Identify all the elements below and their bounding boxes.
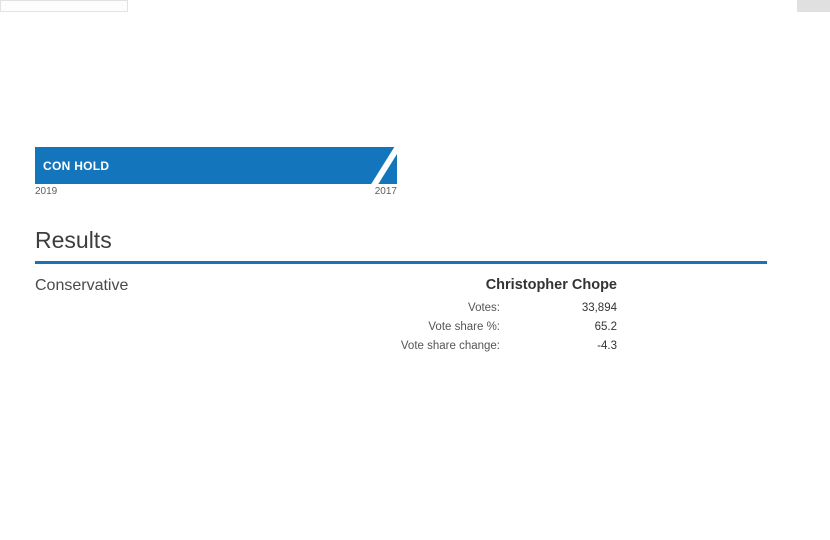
year-right-label: 2017 [374, 186, 397, 197]
results-divider-rule [35, 261, 767, 264]
votes-value: 33,894 [581, 302, 617, 314]
vote-share-value: 65.2 [594, 321, 617, 333]
hold-result-banner: CON HOLD [35, 147, 397, 184]
top-left-fragment [0, 0, 128, 12]
candidate-stats: Votes: 33,894 Vote share %: 65.2 Vote sh… [400, 302, 617, 359]
stat-row-vote-share: Vote share %: 65.2 [400, 321, 617, 340]
results-heading: Results [35, 227, 112, 253]
banner-year-row: 2019 2017 [35, 186, 397, 197]
banner-diagonal-divider [370, 147, 397, 184]
top-right-fragment [797, 0, 830, 12]
year-left-label: 2019 [35, 186, 58, 197]
stat-row-vote-share-change: Vote share change: -4.3 [400, 340, 617, 359]
party-name-label: Conservative [35, 277, 129, 294]
vote-share-label: Vote share %: [428, 321, 500, 333]
stat-row-votes: Votes: 33,894 [400, 302, 617, 321]
candidate-name: Christopher Chope [485, 277, 617, 293]
vote-share-change-label: Vote share change: [400, 340, 500, 352]
votes-label: Votes: [468, 302, 500, 314]
hold-banner-label: CON HOLD [43, 158, 110, 173]
vote-share-change-value: -4.3 [597, 340, 617, 352]
candidate-results-block: Christopher Chope Votes: 33,894 Vote sha… [400, 277, 617, 359]
